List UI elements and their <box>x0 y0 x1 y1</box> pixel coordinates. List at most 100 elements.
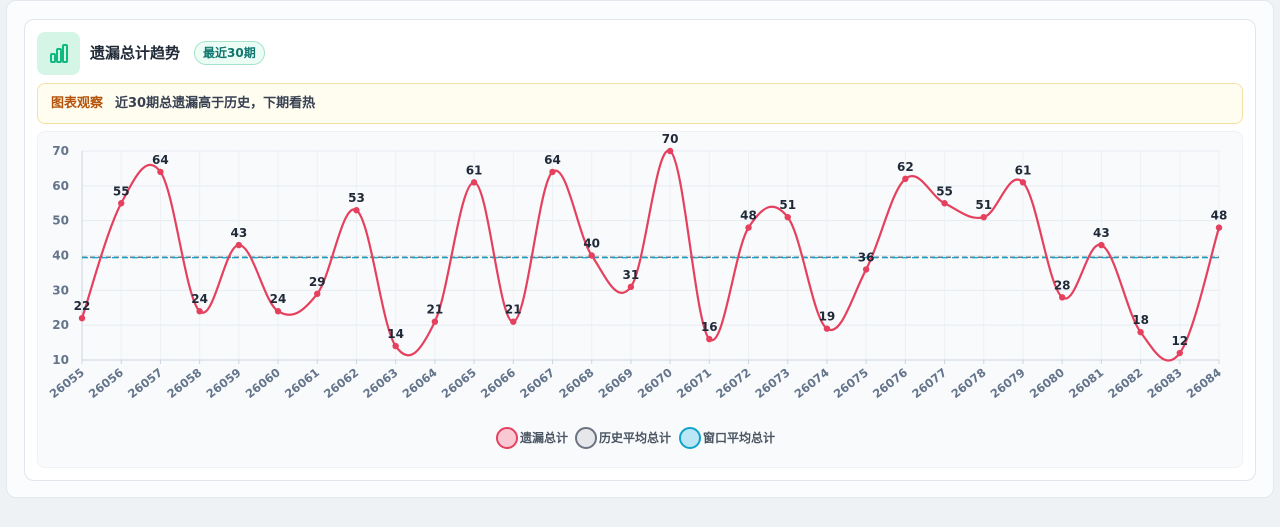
x-tick-label: 26057 <box>125 365 165 401</box>
x-tick-label: 26070 <box>635 365 675 401</box>
data-label: 55 <box>936 184 953 198</box>
data-point <box>1058 294 1066 301</box>
data-label: 40 <box>583 237 600 251</box>
y-tick-label: 70 <box>52 144 69 158</box>
data-label: 21 <box>427 303 444 317</box>
data-point <box>980 213 987 221</box>
y-tick-label: 40 <box>52 249 69 263</box>
legend-label: 窗口平均总计 <box>703 430 775 445</box>
data-point <box>235 241 243 249</box>
data-point <box>627 283 635 291</box>
legend-swatch <box>496 427 518 449</box>
x-tick-label: 26080 <box>1027 365 1067 401</box>
data-point <box>353 207 360 214</box>
x-tick-label: 26064 <box>400 365 440 401</box>
x-tick-label: 26079 <box>988 365 1028 401</box>
x-tick-label: 26058 <box>164 365 204 401</box>
legend-label: 历史平均总计 <box>599 430 671 445</box>
data-point <box>862 266 870 273</box>
data-point <box>1176 349 1183 357</box>
x-tick-label: 26067 <box>517 365 557 401</box>
x-tick-label: 26071 <box>674 365 714 401</box>
x-tick-label: 26066 <box>478 365 518 401</box>
data-point <box>392 342 399 350</box>
data-label: 43 <box>230 226 247 240</box>
data-label: 53 <box>348 191 365 205</box>
data-point <box>941 200 948 207</box>
y-tick-label: 30 <box>52 283 69 297</box>
data-label: 43 <box>1093 226 1110 240</box>
data-label: 19 <box>819 310 836 324</box>
x-tick-label: 26081 <box>1066 365 1106 401</box>
data-label: 31 <box>623 268 640 282</box>
data-point <box>666 147 674 155</box>
x-tick-label: 26077 <box>909 365 949 401</box>
y-tick-label: 50 <box>52 214 69 228</box>
data-label: 29 <box>309 275 326 289</box>
data-point <box>784 213 791 221</box>
data-label: 16 <box>701 320 718 334</box>
x-tick-label: 26065 <box>439 365 479 401</box>
data-point <box>274 308 282 315</box>
data-point <box>157 168 164 176</box>
x-tick-label: 26083 <box>1144 365 1184 401</box>
period-badge: 最近30期 <box>194 41 265 65</box>
legend-swatch <box>679 427 701 449</box>
x-tick-label: 26059 <box>204 365 244 401</box>
data-label: 62 <box>897 160 914 174</box>
data-label: 36 <box>858 250 875 264</box>
legend-swatch <box>575 427 597 449</box>
data-point <box>118 200 125 207</box>
data-point <box>1137 328 1144 336</box>
y-tick-label: 60 <box>52 179 69 193</box>
data-point <box>78 315 86 322</box>
data-point <box>706 335 713 343</box>
data-point <box>510 318 517 325</box>
data-label: 28 <box>1054 278 1071 292</box>
x-tick-label: 26075 <box>831 365 871 401</box>
y-tick-label: 20 <box>52 318 69 332</box>
x-tick-label: 26063 <box>360 365 400 401</box>
data-label: 18 <box>1132 313 1149 327</box>
data-label: 48 <box>1211 209 1228 223</box>
data-label: 55 <box>113 184 130 198</box>
y-tick-label: 10 <box>52 353 69 367</box>
data-label: 12 <box>1171 334 1188 348</box>
card-title: 遗漏总计趋势 <box>90 44 181 62</box>
x-tick-label: 26076 <box>870 365 910 401</box>
data-point <box>902 175 909 183</box>
data-point <box>549 168 556 176</box>
data-point <box>588 252 595 259</box>
data-label: 61 <box>466 163 483 177</box>
x-tick-label: 26074 <box>792 365 832 401</box>
data-point <box>1019 179 1027 186</box>
data-label: 22 <box>74 299 91 313</box>
data-label: 14 <box>387 327 404 341</box>
data-label: 61 <box>1015 163 1032 177</box>
x-tick-label: 26056 <box>86 365 126 401</box>
data-label: 70 <box>662 132 679 146</box>
data-label: 21 <box>505 303 522 317</box>
x-tick-label: 26078 <box>948 365 988 401</box>
data-point <box>314 290 321 298</box>
chart-area <box>37 131 1243 468</box>
data-point <box>196 308 203 315</box>
data-label: 24 <box>191 292 208 306</box>
series-line-遗漏总计 <box>80 149 1221 362</box>
data-label: 51 <box>975 198 992 212</box>
data-label: 48 <box>740 209 757 223</box>
x-tick-label: 26055 <box>47 365 87 401</box>
x-tick-label: 26084 <box>1184 365 1224 401</box>
insight-text: 近30期总遗漏高于历史，下期看热 <box>115 96 316 111</box>
data-label: 24 <box>270 292 287 306</box>
x-tick-label: 26069 <box>596 365 636 401</box>
data-point <box>470 179 478 186</box>
legend-label: 遗漏总计 <box>519 430 568 445</box>
x-tick-label: 26082 <box>1105 365 1145 401</box>
x-tick-label: 26073 <box>752 365 792 401</box>
x-tick-label: 26068 <box>556 365 596 401</box>
data-point <box>431 318 439 325</box>
data-point <box>1098 241 1105 249</box>
insight-tag: 图表观察 <box>51 96 104 111</box>
